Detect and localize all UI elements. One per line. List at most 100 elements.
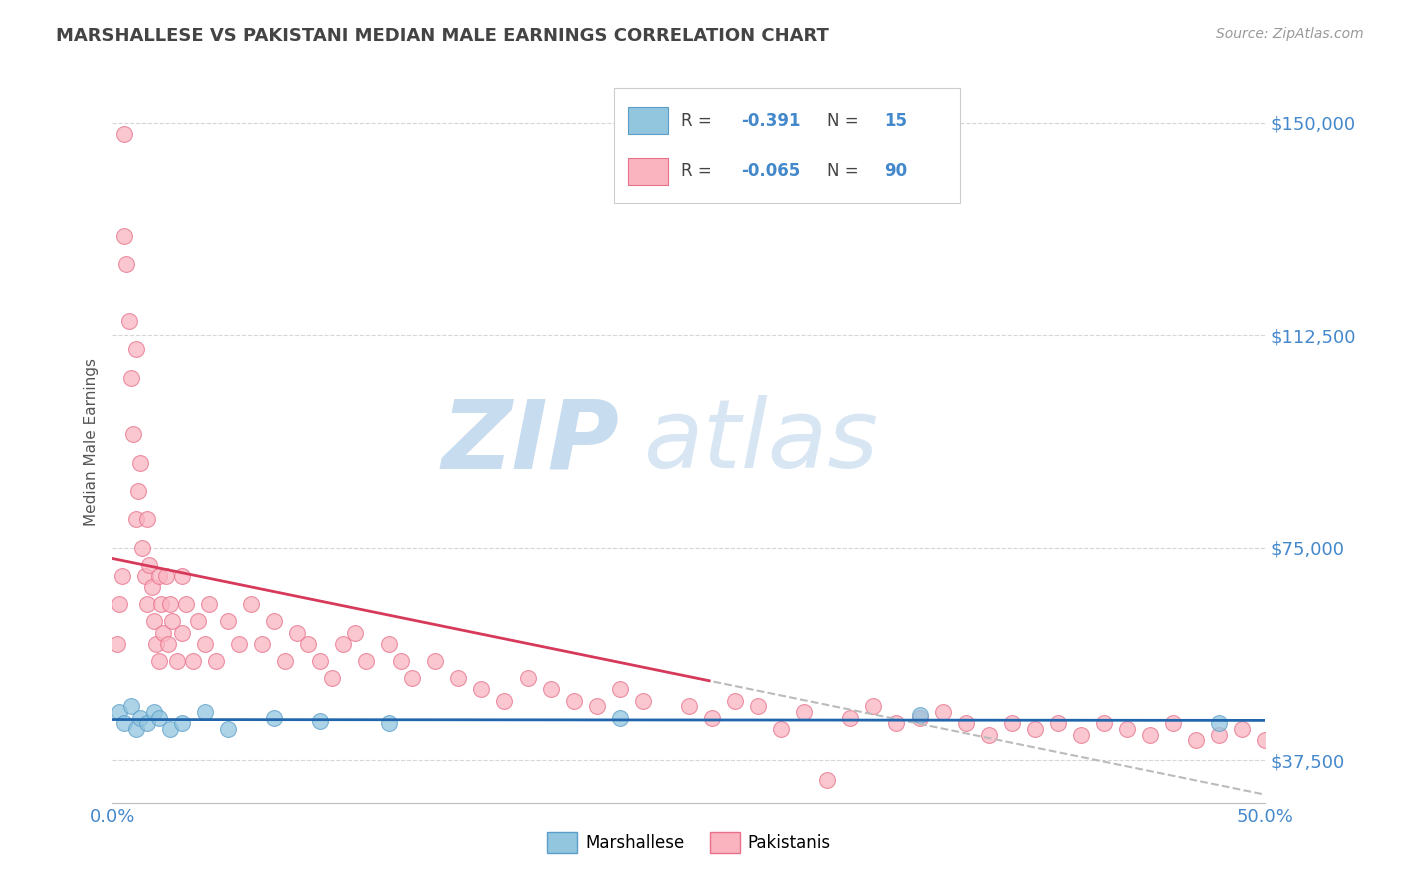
- Point: [170, 569, 193, 583]
- Point: [815, 773, 838, 788]
- FancyBboxPatch shape: [614, 87, 960, 203]
- Point: [120, 699, 142, 714]
- Point: [159, 722, 181, 736]
- Point: [148, 654, 170, 668]
- Point: [839, 711, 862, 725]
- Point: [194, 705, 217, 719]
- Point: [149, 598, 172, 612]
- Point: [1139, 728, 1161, 742]
- Point: [285, 625, 308, 640]
- Point: [1070, 728, 1092, 742]
- Point: [1024, 722, 1046, 736]
- Point: [321, 671, 343, 685]
- Point: [217, 615, 239, 629]
- Text: atlas: atlas: [643, 395, 877, 488]
- Point: [143, 615, 166, 629]
- Point: [378, 716, 401, 731]
- Point: [886, 716, 908, 731]
- Point: [145, 637, 167, 651]
- Point: [105, 637, 128, 651]
- Point: [793, 705, 815, 719]
- Point: [1001, 716, 1024, 731]
- Text: -0.391: -0.391: [741, 112, 800, 129]
- Point: [159, 598, 181, 612]
- Point: [609, 682, 631, 697]
- Text: Source: ZipAtlas.com: Source: ZipAtlas.com: [1216, 27, 1364, 41]
- Point: [747, 699, 769, 714]
- Point: [217, 722, 239, 736]
- Point: [252, 637, 274, 651]
- Text: MARSHALLESE VS PAKISTANI MEDIAN MALE EARNINGS CORRELATION CHART: MARSHALLESE VS PAKISTANI MEDIAN MALE EAR…: [56, 27, 830, 45]
- Point: [124, 722, 146, 736]
- Point: [1116, 722, 1139, 736]
- Point: [127, 484, 149, 499]
- Point: [174, 598, 197, 612]
- Point: [181, 654, 204, 668]
- Point: [631, 694, 654, 708]
- Text: 90: 90: [884, 162, 907, 180]
- Point: [724, 694, 747, 708]
- Text: R =: R =: [681, 112, 717, 129]
- Point: [134, 569, 156, 583]
- Text: N =: N =: [827, 162, 865, 180]
- Point: [343, 625, 366, 640]
- Point: [162, 615, 184, 629]
- FancyBboxPatch shape: [628, 158, 668, 185]
- Point: [170, 716, 193, 731]
- Point: [585, 699, 607, 714]
- Point: [155, 569, 177, 583]
- Point: [332, 637, 354, 651]
- Point: [124, 343, 146, 357]
- Point: [540, 682, 562, 697]
- Legend: Marshallese, Pakistanis: Marshallese, Pakistanis: [540, 826, 838, 860]
- Point: [908, 708, 931, 723]
- Point: [131, 541, 153, 555]
- Text: 15: 15: [884, 112, 907, 129]
- Y-axis label: Median Male Earnings: Median Male Earnings: [83, 358, 98, 525]
- Point: [194, 637, 217, 651]
- Point: [228, 637, 250, 651]
- Point: [117, 314, 139, 328]
- Point: [862, 699, 884, 714]
- Point: [274, 654, 297, 668]
- Point: [955, 716, 977, 731]
- Point: [447, 671, 470, 685]
- FancyBboxPatch shape: [628, 107, 668, 135]
- Point: [143, 705, 166, 719]
- Point: [136, 598, 159, 612]
- Text: -0.065: -0.065: [741, 162, 800, 180]
- Point: [425, 654, 447, 668]
- Point: [124, 512, 146, 526]
- Point: [198, 598, 221, 612]
- Point: [297, 637, 319, 651]
- Point: [516, 671, 538, 685]
- Point: [263, 615, 285, 629]
- Text: N =: N =: [827, 112, 865, 129]
- Point: [494, 694, 516, 708]
- Point: [678, 699, 700, 714]
- Point: [111, 569, 134, 583]
- Point: [138, 558, 160, 572]
- Point: [141, 581, 163, 595]
- Point: [112, 229, 135, 244]
- Text: ZIP: ZIP: [441, 395, 620, 488]
- Point: [152, 625, 174, 640]
- Point: [108, 705, 131, 719]
- Point: [401, 671, 423, 685]
- Point: [1161, 716, 1184, 731]
- Point: [136, 512, 159, 526]
- Point: [170, 625, 193, 640]
- Point: [1232, 722, 1254, 736]
- Point: [389, 654, 412, 668]
- Point: [129, 711, 152, 725]
- Point: [112, 716, 135, 731]
- Point: [1092, 716, 1115, 731]
- Text: R =: R =: [681, 162, 717, 180]
- Point: [263, 711, 285, 725]
- Point: [770, 722, 793, 736]
- Point: [148, 711, 170, 725]
- Point: [1185, 733, 1208, 747]
- Point: [120, 371, 142, 385]
- Point: [1208, 716, 1230, 731]
- Point: [122, 427, 145, 442]
